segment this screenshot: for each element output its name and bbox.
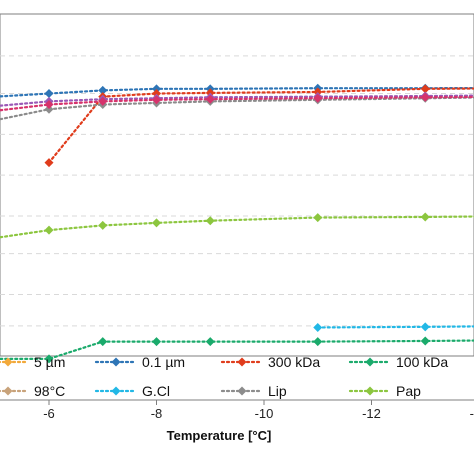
legend-marker: [237, 386, 247, 396]
series: [0, 92, 474, 112]
data-point: [44, 354, 54, 364]
plot-frame: [0, 13, 474, 357]
data-point: [313, 93, 323, 103]
legend-item: Pap: [348, 383, 421, 399]
data-point: [420, 84, 430, 94]
legend-item: 5 µm: [0, 354, 65, 370]
data-point: [313, 322, 323, 332]
legend-label: 100 kDa: [396, 354, 448, 370]
series-line: [0, 339, 474, 360]
data-point: [98, 220, 108, 230]
data-point: [98, 96, 108, 106]
data-point: [44, 225, 54, 235]
legend-marker: [111, 386, 121, 396]
data-point: [205, 337, 215, 347]
legend-item: 300 kDa: [220, 354, 320, 370]
legend-marker: [365, 386, 375, 396]
data-point: [44, 100, 54, 110]
legend-item: Lip: [220, 383, 287, 399]
data-point: [205, 216, 215, 226]
series-line: [0, 94, 474, 107]
data-point: [313, 337, 323, 347]
series-line: [0, 96, 474, 121]
series: [313, 322, 474, 332]
data-point: [152, 95, 161, 105]
series-layer: [0, 83, 474, 364]
legend-marker: [237, 357, 247, 367]
data-point: [44, 89, 54, 99]
legend-marker: [111, 357, 121, 367]
legend-label: 5 µm: [34, 354, 65, 370]
x-tick-label: -8: [151, 406, 163, 421]
data-point: [420, 212, 430, 222]
legend-label: Pap: [396, 383, 421, 399]
legend: 5 µm 0.1 µm 300 kDa 100 kDa 98°C G.Cl Lip Pap: [0, 354, 448, 399]
series-line: [0, 215, 474, 239]
data-point: [152, 89, 161, 99]
series: [0, 336, 474, 364]
x-tick-label: -6: [43, 406, 55, 421]
legend-marker: [365, 357, 375, 367]
data-point: [313, 213, 323, 223]
data-point: [420, 336, 430, 346]
legend-marker: [3, 357, 13, 367]
x-tick-label: -12: [362, 406, 381, 421]
legend-label: 98°C: [34, 383, 65, 399]
data-point: [152, 218, 161, 228]
series-line: [0, 86, 474, 98]
legend-item: 98°C: [0, 383, 65, 399]
legend-label: 0.1 µm: [142, 354, 185, 370]
legend-item: 0.1 µm: [94, 354, 185, 370]
data-point: [44, 158, 54, 168]
data-point: [98, 85, 108, 95]
data-point: [420, 322, 430, 332]
x-tick-label: -10: [255, 406, 274, 421]
legend-item: G.Cl: [94, 383, 170, 399]
data-point: [152, 337, 161, 347]
data-point: [205, 94, 215, 104]
legend-item: 100 kDa: [348, 354, 448, 370]
x-axis-title: Temperature [°C]: [167, 428, 272, 443]
data-point: [98, 337, 108, 347]
data-point: [420, 92, 430, 102]
x-ticks: -6 -8 -10 -12 -14: [43, 400, 474, 421]
legend-label: 300 kDa: [268, 354, 320, 370]
data-point: [313, 87, 323, 97]
data-point: [44, 104, 54, 114]
series: [0, 212, 474, 239]
legend-label: Lip: [268, 383, 287, 399]
series-line: [0, 95, 474, 112]
data-point: [152, 84, 161, 94]
x-tick-label: -14: [470, 406, 474, 421]
legend-marker: [3, 386, 13, 396]
legend-label: G.Cl: [142, 383, 170, 399]
